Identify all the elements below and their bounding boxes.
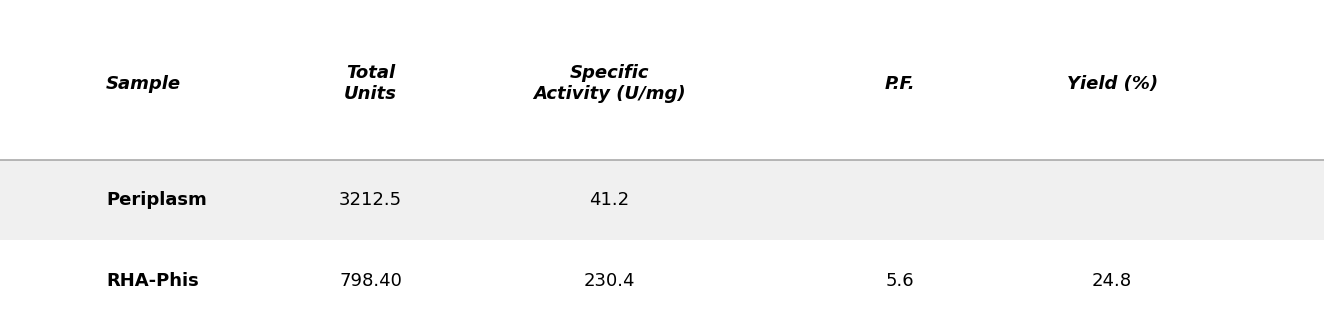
Text: 24.8: 24.8	[1092, 272, 1132, 290]
Text: 3212.5: 3212.5	[339, 191, 402, 209]
Text: P.F.: P.F.	[884, 74, 916, 93]
Text: 230.4: 230.4	[584, 272, 634, 290]
Text: Periplasm: Periplasm	[106, 191, 207, 209]
Text: Sample: Sample	[106, 74, 181, 93]
Text: Yield (%): Yield (%)	[1067, 74, 1157, 93]
Text: 41.2: 41.2	[589, 191, 629, 209]
Text: Total
Units: Total Units	[344, 64, 397, 103]
Text: RHA-Phis: RHA-Phis	[106, 272, 199, 290]
Text: 5.6: 5.6	[886, 272, 915, 290]
Text: Specific
Activity (U/mg): Specific Activity (U/mg)	[532, 64, 686, 103]
Text: 798.40: 798.40	[339, 272, 402, 290]
FancyBboxPatch shape	[0, 160, 1324, 240]
FancyBboxPatch shape	[0, 7, 1324, 160]
FancyBboxPatch shape	[0, 240, 1324, 321]
